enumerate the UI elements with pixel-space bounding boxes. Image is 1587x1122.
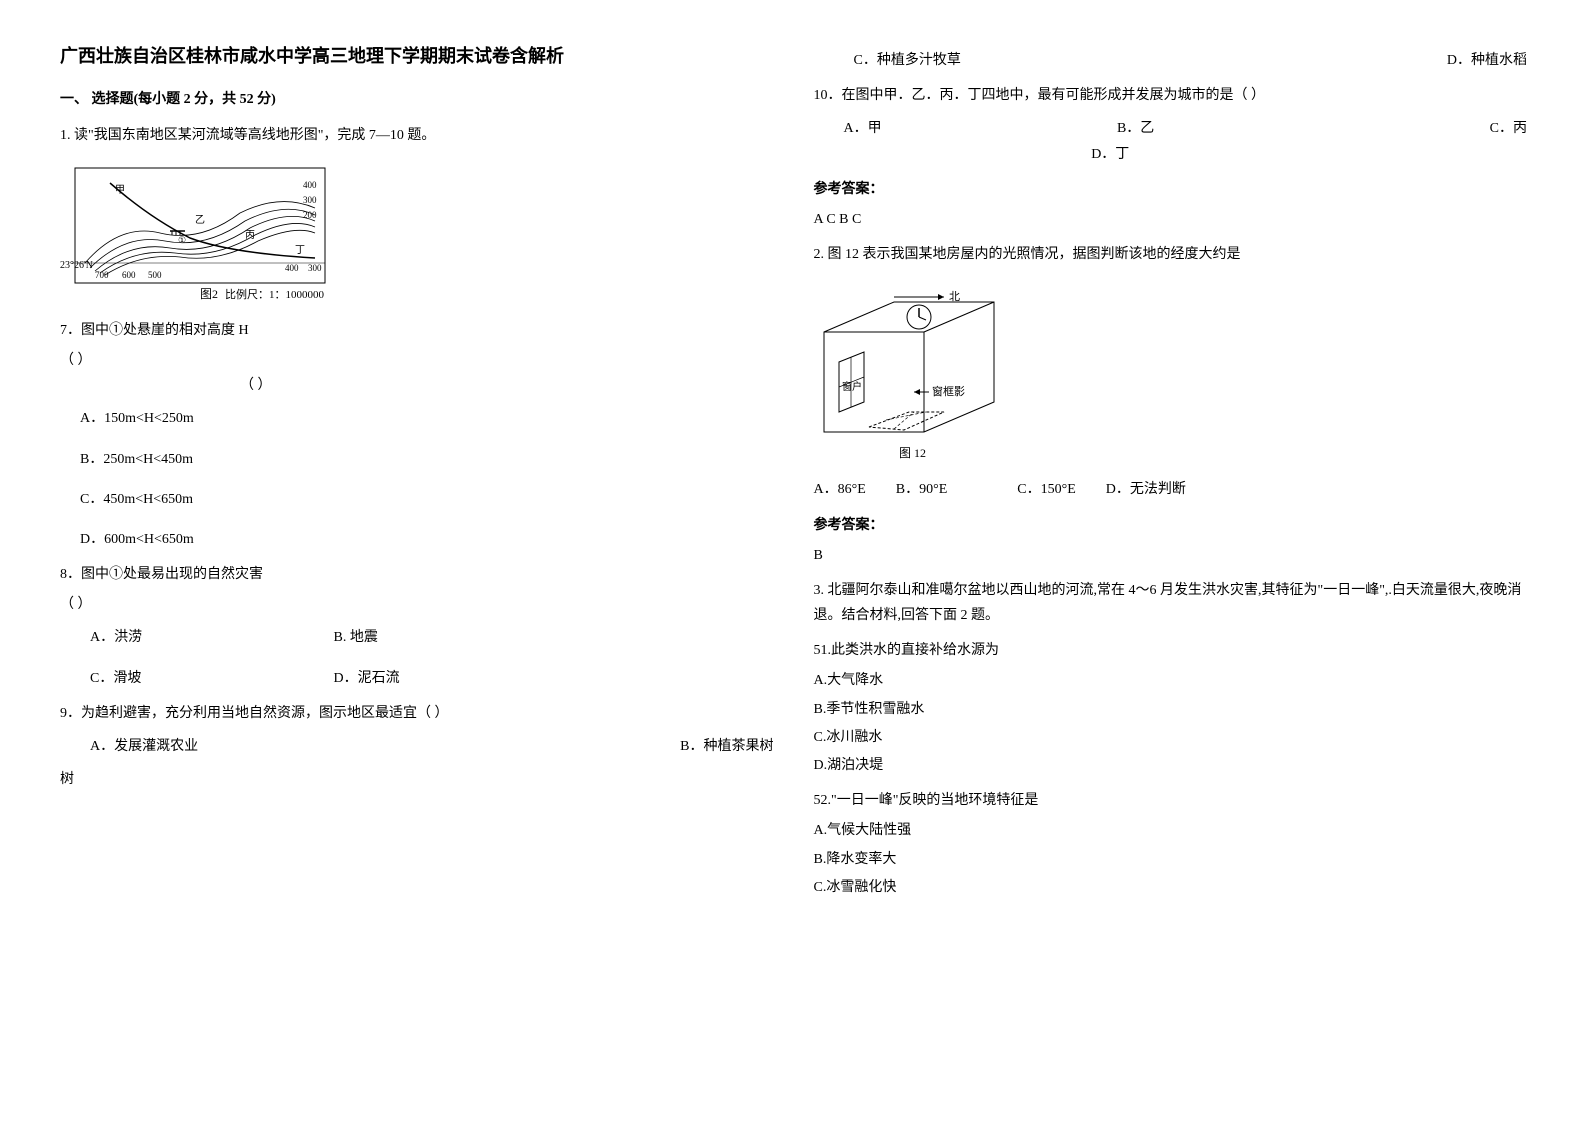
q8-option-d: D．泥石流	[334, 666, 400, 691]
question-51: 51.此类洪水的直接补给水源为 A.大气降水 B.季节性积雪融水 C.冰川融水 …	[814, 638, 1528, 778]
q10-option-a: A．甲	[844, 116, 882, 141]
question-10: 10．在图中甲．乙．丙．丁四地中，最有可能形成并发展为城市的是（ ） A．甲 B…	[814, 83, 1528, 167]
question-1: 1. 读"我国东南地区某河流域等高线地形图"，完成 7—10 题。	[60, 123, 774, 303]
answer-label-2: 参考答案：	[814, 513, 1528, 538]
q9-option-c: C．种植多汁牧草	[854, 48, 961, 73]
map-marker: 丙	[245, 230, 255, 241]
q52-option-c: C.冰雪融化快	[814, 875, 1528, 900]
scale-label: 比例尺：1：1000000	[225, 287, 324, 301]
q8-option-a: A．洪涝	[90, 625, 270, 650]
section-header: 一、 选择题(每小题 2 分，共 52 分)	[60, 87, 774, 112]
q1-figure: ① 甲 乙 丙 丁 400 300 200 400 300 700 600 50…	[60, 163, 774, 303]
figure-caption: 图2	[200, 287, 218, 301]
q10-stem: 10．在图中甲．乙．丙．丁四地中，最有可能形成并发展为城市的是（ ）	[814, 83, 1528, 108]
q52-option-a: A.气候大陆性强	[814, 818, 1528, 843]
answer-2: B	[814, 543, 1528, 568]
document-title: 广西壮族自治区桂林市咸水中学高三地理下学期期末试卷含解析	[60, 40, 774, 72]
q10-option-d: D．丁	[844, 142, 1528, 167]
svg-text:200: 200	[303, 210, 317, 220]
q3-stem: 3. 北疆阿尔泰山和准噶尔盆地以西山地的河流,常在 4～6 月发生洪水灾害,其特…	[814, 578, 1528, 628]
window-label: 窗户	[842, 380, 862, 393]
question-52: 52."一日一峰"反映的当地环境特征是 A.气候大陆性强 B.降水变率大 C.冰…	[814, 788, 1528, 900]
q7-option-b: B．250m<H<450m	[80, 447, 774, 472]
q8-paren: （ ）	[60, 592, 774, 617]
q2-figure: 窗户 北 窗框影 图 12	[814, 282, 1528, 462]
q7-stem: 7．图中①处悬崖的相对高度 H	[60, 318, 774, 343]
q2-option-b: B．90°E	[896, 477, 948, 502]
q51-option-a: A.大气降水	[814, 668, 1528, 693]
map-marker: 丁	[295, 245, 305, 256]
q51-option-b: B.季节性积雪融水	[814, 697, 1528, 722]
svg-text:400: 400	[303, 180, 317, 190]
answer-label-1: 参考答案：	[814, 177, 1528, 202]
q10-option-c: C．丙	[1490, 116, 1527, 141]
figure-caption-12: 图 12	[899, 446, 926, 460]
q51-stem: 51.此类洪水的直接补给水源为	[814, 638, 1528, 663]
q7-paren1: （ ）	[60, 348, 774, 373]
svg-text:500: 500	[148, 270, 162, 280]
q8-stem: 8．图中①处最易出现的自然灾害	[60, 562, 774, 587]
lat-label: 23°26'N	[60, 260, 93, 271]
question-8: 8．图中①处最易出现的自然灾害 （ ） A．洪涝 B. 地震 C．滑坡 D．泥石…	[60, 562, 774, 691]
shadow-label: 窗框影	[932, 384, 965, 398]
question-7: 7．图中①处悬崖的相对高度 H （ ） （ ） A．150m<H<250m B．…	[60, 318, 774, 552]
q51-option-c: C.冰川融水	[814, 725, 1528, 750]
svg-text:600: 600	[122, 270, 136, 280]
question-9: 9．为趋利避害，充分利用当地自然资源，图示地区最适宜（ ） A．发展灌溉农业 B…	[60, 701, 774, 793]
q8-option-b: B. 地震	[334, 625, 378, 650]
q9-option-a: A．发展灌溉农业	[90, 734, 198, 759]
q10-option-b: B．乙	[1117, 116, 1154, 141]
q2-stem: 2. 图 12 表示我国某地房屋内的光照情况，据图判断该地的经度大约是	[814, 242, 1528, 267]
map-marker: ①	[178, 235, 186, 245]
q9-stem: 9．为趋利避害，充分利用当地自然资源，图示地区最适宜（ ）	[60, 701, 774, 726]
q7-option-a: A．150m<H<250m	[80, 406, 774, 431]
map-marker: 乙	[195, 214, 205, 226]
q2-option-d: D．无法判断	[1106, 477, 1186, 502]
q9-option-d: D．种植水稻	[1447, 48, 1527, 73]
question-2: 2. 图 12 表示我国某地房屋内的光照情况，据图判断该地的经度大约是 窗户	[814, 242, 1528, 502]
q51-option-d: D.湖泊决堤	[814, 753, 1528, 778]
q2-option-c: C．150°E	[1017, 477, 1076, 502]
q7-option-d: D．600m<H<650m	[80, 527, 774, 552]
q7-option-c: C．450m<H<650m	[80, 487, 774, 512]
q9-tree-suffix: 树	[60, 767, 774, 792]
q8-option-c: C．滑坡	[90, 666, 270, 691]
q52-option-b: B.降水变率大	[814, 847, 1528, 872]
svg-text:300: 300	[308, 263, 322, 273]
svg-text:300: 300	[303, 195, 317, 205]
map-marker: 甲	[115, 185, 125, 196]
q9-option-b: B．种植茶果树	[680, 734, 773, 759]
question-3: 3. 北疆阿尔泰山和准噶尔盆地以西山地的河流,常在 4～6 月发生洪水灾害,其特…	[814, 578, 1528, 628]
q2-option-a: A．86°E	[814, 477, 866, 502]
q52-stem: 52."一日一峰"反映的当地环境特征是	[814, 788, 1528, 813]
north-label: 北	[949, 290, 960, 303]
answer-1: A C B C	[814, 207, 1528, 232]
q1-stem: 1. 读"我国东南地区某河流域等高线地形图"，完成 7—10 题。	[60, 123, 774, 148]
q7-paren2: （ ）	[60, 373, 774, 398]
svg-text:700: 700	[95, 270, 109, 280]
svg-text:400: 400	[285, 263, 299, 273]
